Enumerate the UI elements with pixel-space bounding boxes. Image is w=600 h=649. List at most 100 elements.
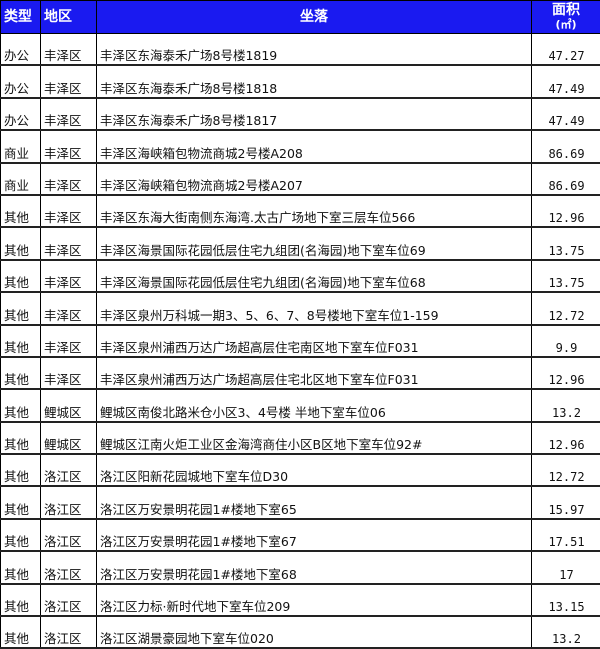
cell-location: 洛江区湖景豪园地下室车位020 — [97, 616, 532, 648]
cell-area: 12.72 — [532, 454, 600, 486]
cell-location: 丰泽区泉州浦西万达广场超高层住宅南区地下室车位F031 — [97, 325, 532, 357]
cell-area: 13.15 — [532, 584, 600, 616]
cell-type: 其他 — [1, 292, 41, 324]
cell-region: 丰泽区 — [41, 292, 97, 324]
cell-region: 丰泽区 — [41, 325, 97, 357]
cell-type: 商业 — [1, 163, 41, 195]
cell-region: 丰泽区 — [41, 357, 97, 389]
cell-region: 鲤城区 — [41, 422, 97, 454]
cell-area: 12.96 — [532, 422, 600, 454]
cell-area: 13.2 — [532, 616, 600, 648]
cell-location: 丰泽区东海大街南侧东海湾.太古广场地下室三层车位566 — [97, 195, 532, 227]
cell-area: 12.96 — [532, 357, 600, 389]
header-area: 面积(㎡) — [532, 1, 600, 34]
cell-area: 13.75 — [532, 227, 600, 259]
cell-location: 鲤城区南俊北路米仓小区3、4号楼 半地下室车位06 — [97, 389, 532, 421]
cell-region: 鲤城区 — [41, 389, 97, 421]
cell-location: 丰泽区东海泰禾广场8号楼1819 — [97, 34, 532, 66]
cell-type: 其他 — [1, 486, 41, 518]
cell-area: 17 — [532, 551, 600, 583]
cell-location: 丰泽区东海泰禾广场8号楼1817 — [97, 98, 532, 130]
cell-location: 洛江区万安景明花园1#楼地下室68 — [97, 551, 532, 583]
cell-location: 丰泽区泉州万科城一期3、5、6、7、8号楼地下室车位1-159 — [97, 292, 532, 324]
cell-type: 其他 — [1, 519, 41, 551]
cell-type: 办公 — [1, 98, 41, 130]
cell-type: 其他 — [1, 422, 41, 454]
cell-area: 9.9 — [532, 325, 600, 357]
cell-region: 丰泽区 — [41, 163, 97, 195]
cell-area: 47.49 — [532, 65, 600, 97]
cell-region: 丰泽区 — [41, 195, 97, 227]
cell-location: 丰泽区东海泰禾广场8号楼1818 — [97, 65, 532, 97]
cell-type: 其他 — [1, 389, 41, 421]
cell-area: 13.2 — [532, 389, 600, 421]
cell-region: 丰泽区 — [41, 227, 97, 259]
cell-location: 丰泽区海峡箱包物流商城2号楼A208 — [97, 130, 532, 162]
cell-region: 洛江区 — [41, 454, 97, 486]
cell-region: 丰泽区 — [41, 98, 97, 130]
header-row: 类型 地区 坐落 面积(㎡) — [1, 1, 600, 34]
cell-region: 洛江区 — [41, 486, 97, 518]
cell-type: 其他 — [1, 325, 41, 357]
cell-area: 47.27 — [532, 34, 600, 66]
cell-location: 丰泽区泉州浦西万达广场超高层住宅北区地下室车位F031 — [97, 357, 532, 389]
cell-location: 洛江区万安景明花园1#楼地下室67 — [97, 519, 532, 551]
cell-location: 洛江区力标·新时代地下室车位209 — [97, 584, 532, 616]
cell-type: 办公 — [1, 65, 41, 97]
cell-region: 洛江区 — [41, 584, 97, 616]
cell-region: 丰泽区 — [41, 260, 97, 292]
cell-region: 丰泽区 — [41, 34, 97, 66]
header-region: 地区 — [41, 1, 97, 34]
cell-area: 86.69 — [532, 130, 600, 162]
cell-type: 其他 — [1, 227, 41, 259]
header-area-unit: (㎡) — [555, 18, 576, 31]
cell-area: 12.96 — [532, 195, 600, 227]
cell-location: 丰泽区海景国际花园低层住宅九组团(名海园)地下室车位69 — [97, 227, 532, 259]
cell-area: 47.49 — [532, 98, 600, 130]
cell-type: 其他 — [1, 357, 41, 389]
cell-location: 鲤城区江南火炬工业区金海湾商住小区B区地下室车位92# — [97, 422, 532, 454]
cell-location: 洛江区阳新花园城地下室车位D30 — [97, 454, 532, 486]
table-row: 其他鲤城区鲤城区江南火炬工业区金海湾商住小区B区地下室车位92#12.96 — [1, 422, 600, 454]
cell-area: 17.51 — [532, 519, 600, 551]
cell-location: 丰泽区海峡箱包物流商城2号楼A207 — [97, 163, 532, 195]
cell-type: 其他 — [1, 260, 41, 292]
header-location: 坐落 — [97, 1, 532, 34]
cell-location: 丰泽区海景国际花园低层住宅九组团(名海园)地下室车位68 — [97, 260, 532, 292]
cell-region: 丰泽区 — [41, 65, 97, 97]
cell-region: 丰泽区 — [41, 130, 97, 162]
cell-area: 86.69 — [532, 163, 600, 195]
cell-type: 其他 — [1, 616, 41, 648]
header-type: 类型 — [1, 1, 41, 34]
cell-type: 其他 — [1, 551, 41, 583]
header-area-label: 面积 — [552, 2, 580, 18]
cell-area: 12.72 — [532, 292, 600, 324]
cell-type: 其他 — [1, 195, 41, 227]
cell-region: 洛江区 — [41, 519, 97, 551]
cell-type: 办公 — [1, 34, 41, 66]
cell-type: 其他 — [1, 584, 41, 616]
cell-location: 洛江区万安景明花园1#楼地下室65 — [97, 486, 532, 518]
cell-region: 洛江区 — [41, 616, 97, 648]
cell-type: 商业 — [1, 130, 41, 162]
cell-region: 洛江区 — [41, 551, 97, 583]
